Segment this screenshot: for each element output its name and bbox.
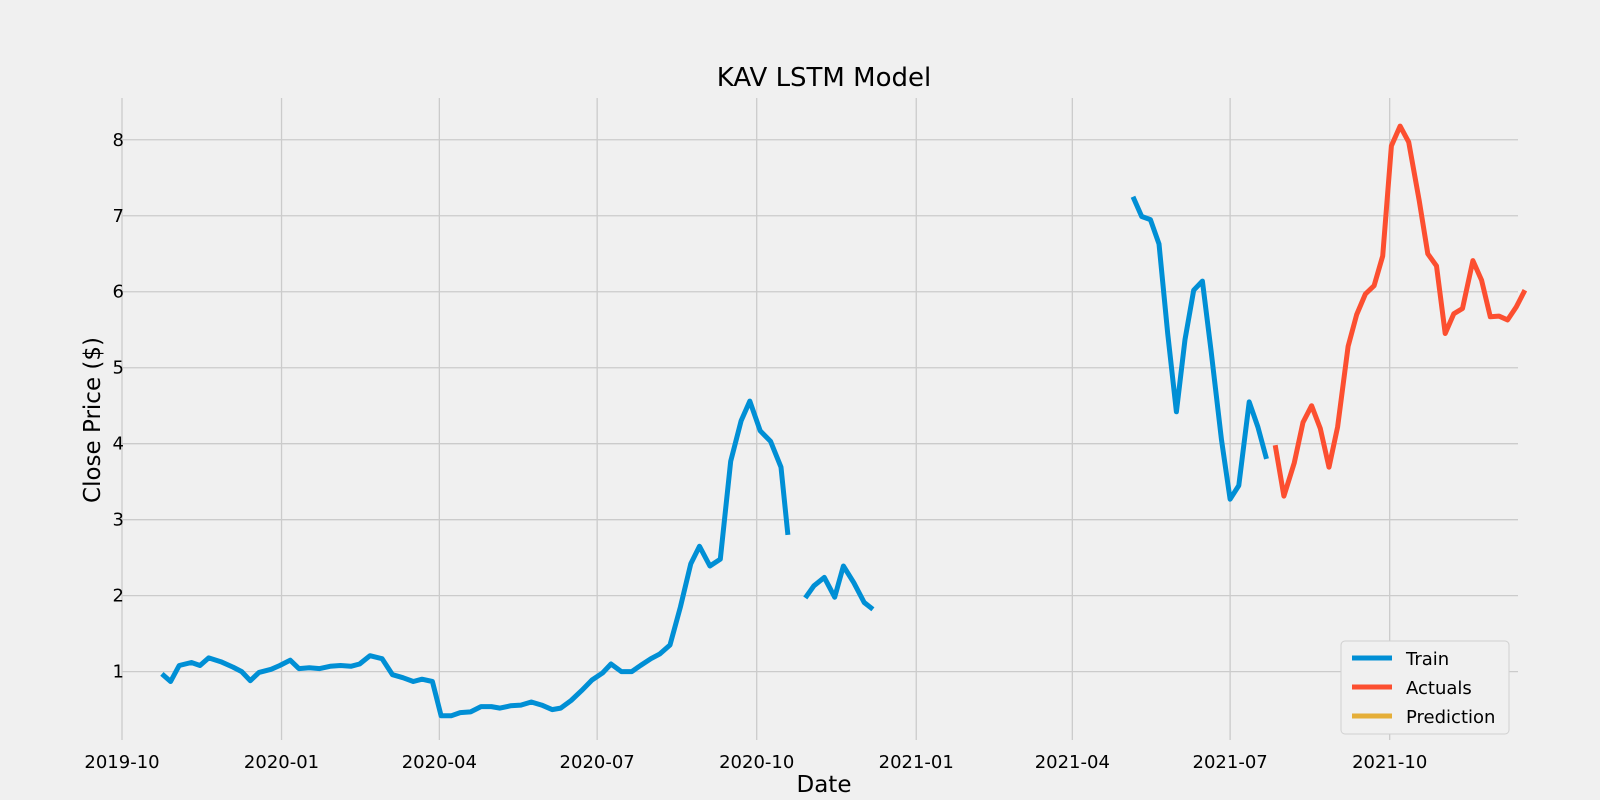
x-tick-label: 2020-04	[402, 752, 477, 773]
grid	[121, 98, 1518, 740]
y-tick-label: 7	[113, 206, 124, 227]
legend: Train Actuals Prediction	[1340, 640, 1510, 735]
x-tick-label: 2021-07	[1193, 752, 1268, 773]
legend-box	[1340, 640, 1510, 735]
x-axis-label: Date	[797, 772, 852, 798]
legend-label-prediction: Prediction	[1406, 707, 1495, 728]
ticks: 2019-10 2020-01 2020-04 2020-07 2020-10 2021-…	[84, 130, 1427, 773]
x-tick-label: 2019-10	[84, 752, 159, 773]
y-axis-label: Close Price ($)	[80, 337, 106, 503]
y-tick-label: 4	[113, 434, 124, 455]
x-tick-label: 2021-01	[879, 752, 954, 773]
series-line-train	[803, 563, 875, 612]
y-tick-label: 6	[113, 282, 124, 303]
series-line-actuals	[1272, 123, 1528, 499]
series-layer	[160, 123, 1528, 719]
x-tick-label: 2021-04	[1035, 752, 1110, 773]
legend-label-actuals: Actuals	[1406, 678, 1472, 699]
y-tick-label: 8	[113, 130, 124, 151]
y-tick-label: 3	[113, 510, 124, 531]
x-tick-label: 2020-01	[244, 752, 319, 773]
legend-label-train: Train	[1405, 649, 1449, 670]
series-line-train	[1130, 195, 1269, 502]
x-tick-label: 2020-07	[560, 752, 635, 773]
x-tick-label: 2020-10	[719, 752, 794, 773]
x-tick-label: 2021-10	[1352, 752, 1427, 773]
series-line-train	[160, 398, 791, 719]
y-tick-label: 1	[113, 662, 124, 683]
chart-title: KAV LSTM Model	[717, 63, 931, 93]
y-tick-label: 5	[113, 358, 124, 379]
y-tick-label: 2	[113, 586, 124, 607]
